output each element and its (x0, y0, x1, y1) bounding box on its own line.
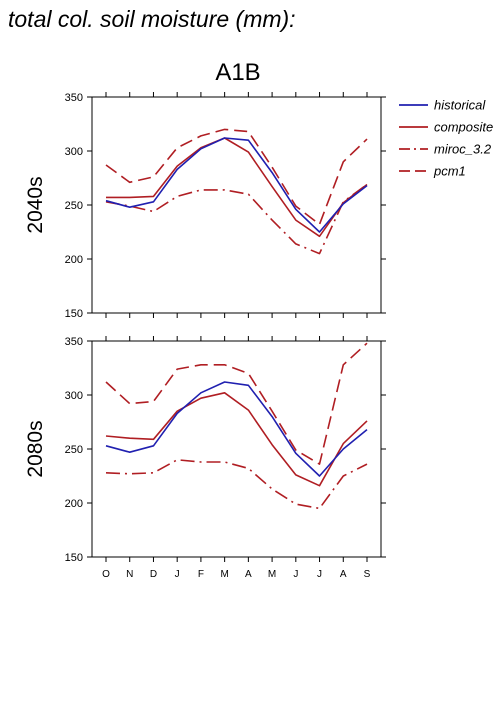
chart-panel-2080s: 150 200 250 300 350 O N D J F M A M J J A S 2080s (24, 336, 386, 580)
x-tick-label: D (150, 569, 157, 580)
legend-label: miroc_3.2 (434, 142, 492, 157)
panel-label: 2040s (24, 176, 47, 233)
x-tick-label: J (293, 569, 298, 580)
legend-label: composite (434, 120, 493, 135)
legend-label: historical (434, 98, 486, 113)
y-tick-label: 200 (65, 254, 83, 266)
x-tick-label: J (317, 569, 322, 580)
x-tick-label: M (220, 569, 228, 580)
y-tick-label: 350 (65, 92, 83, 104)
y-tick-label: 250 (65, 200, 83, 212)
plot-frame (91, 340, 382, 558)
y-tick-label: 300 (65, 146, 83, 158)
x-tick-label: F (198, 569, 204, 580)
page-title: total col. soil moisture (mm): (8, 6, 296, 32)
series-line-composite (106, 137, 368, 238)
x-tick-label: O (102, 569, 110, 580)
chart-legend: historical composite miroc_3.2 pcm1 (399, 98, 493, 179)
series-line-miroc-3-2 (105, 458, 368, 510)
plot-frame (91, 96, 382, 314)
x-tick-label: M (268, 569, 276, 580)
series-line-miroc-3-2 (105, 183, 368, 255)
x-tick-label: N (126, 569, 133, 580)
x-tick-label: J (175, 569, 180, 580)
chart-panel-2040s: 150 200 250 300 350 2040s (24, 92, 386, 320)
y-tick-label: 150 (65, 552, 83, 564)
series-line-historical (105, 381, 368, 477)
panel-label: 2080s (24, 420, 47, 477)
legend-label: pcm1 (433, 164, 466, 179)
series-line-pcm1 (105, 342, 368, 465)
series-line-composite (105, 391, 368, 487)
x-tick-label: A (340, 569, 347, 580)
x-tick-label: A (245, 569, 252, 580)
y-tick-label: 350 (65, 336, 83, 348)
y-tick-label: 250 (65, 444, 83, 456)
series-line-pcm1 (105, 128, 368, 226)
chart-panels: 150 200 250 300 350 2040s 150 200 250 300 350 O N D J F… (24, 92, 386, 580)
y-tick-label: 300 (65, 390, 83, 402)
x-tick-label: S (364, 569, 371, 580)
y-tick-label: 200 (65, 498, 83, 510)
y-tick-label: 150 (65, 308, 83, 320)
series-line-historical (105, 137, 368, 233)
scenario-title: A1B (215, 59, 260, 86)
